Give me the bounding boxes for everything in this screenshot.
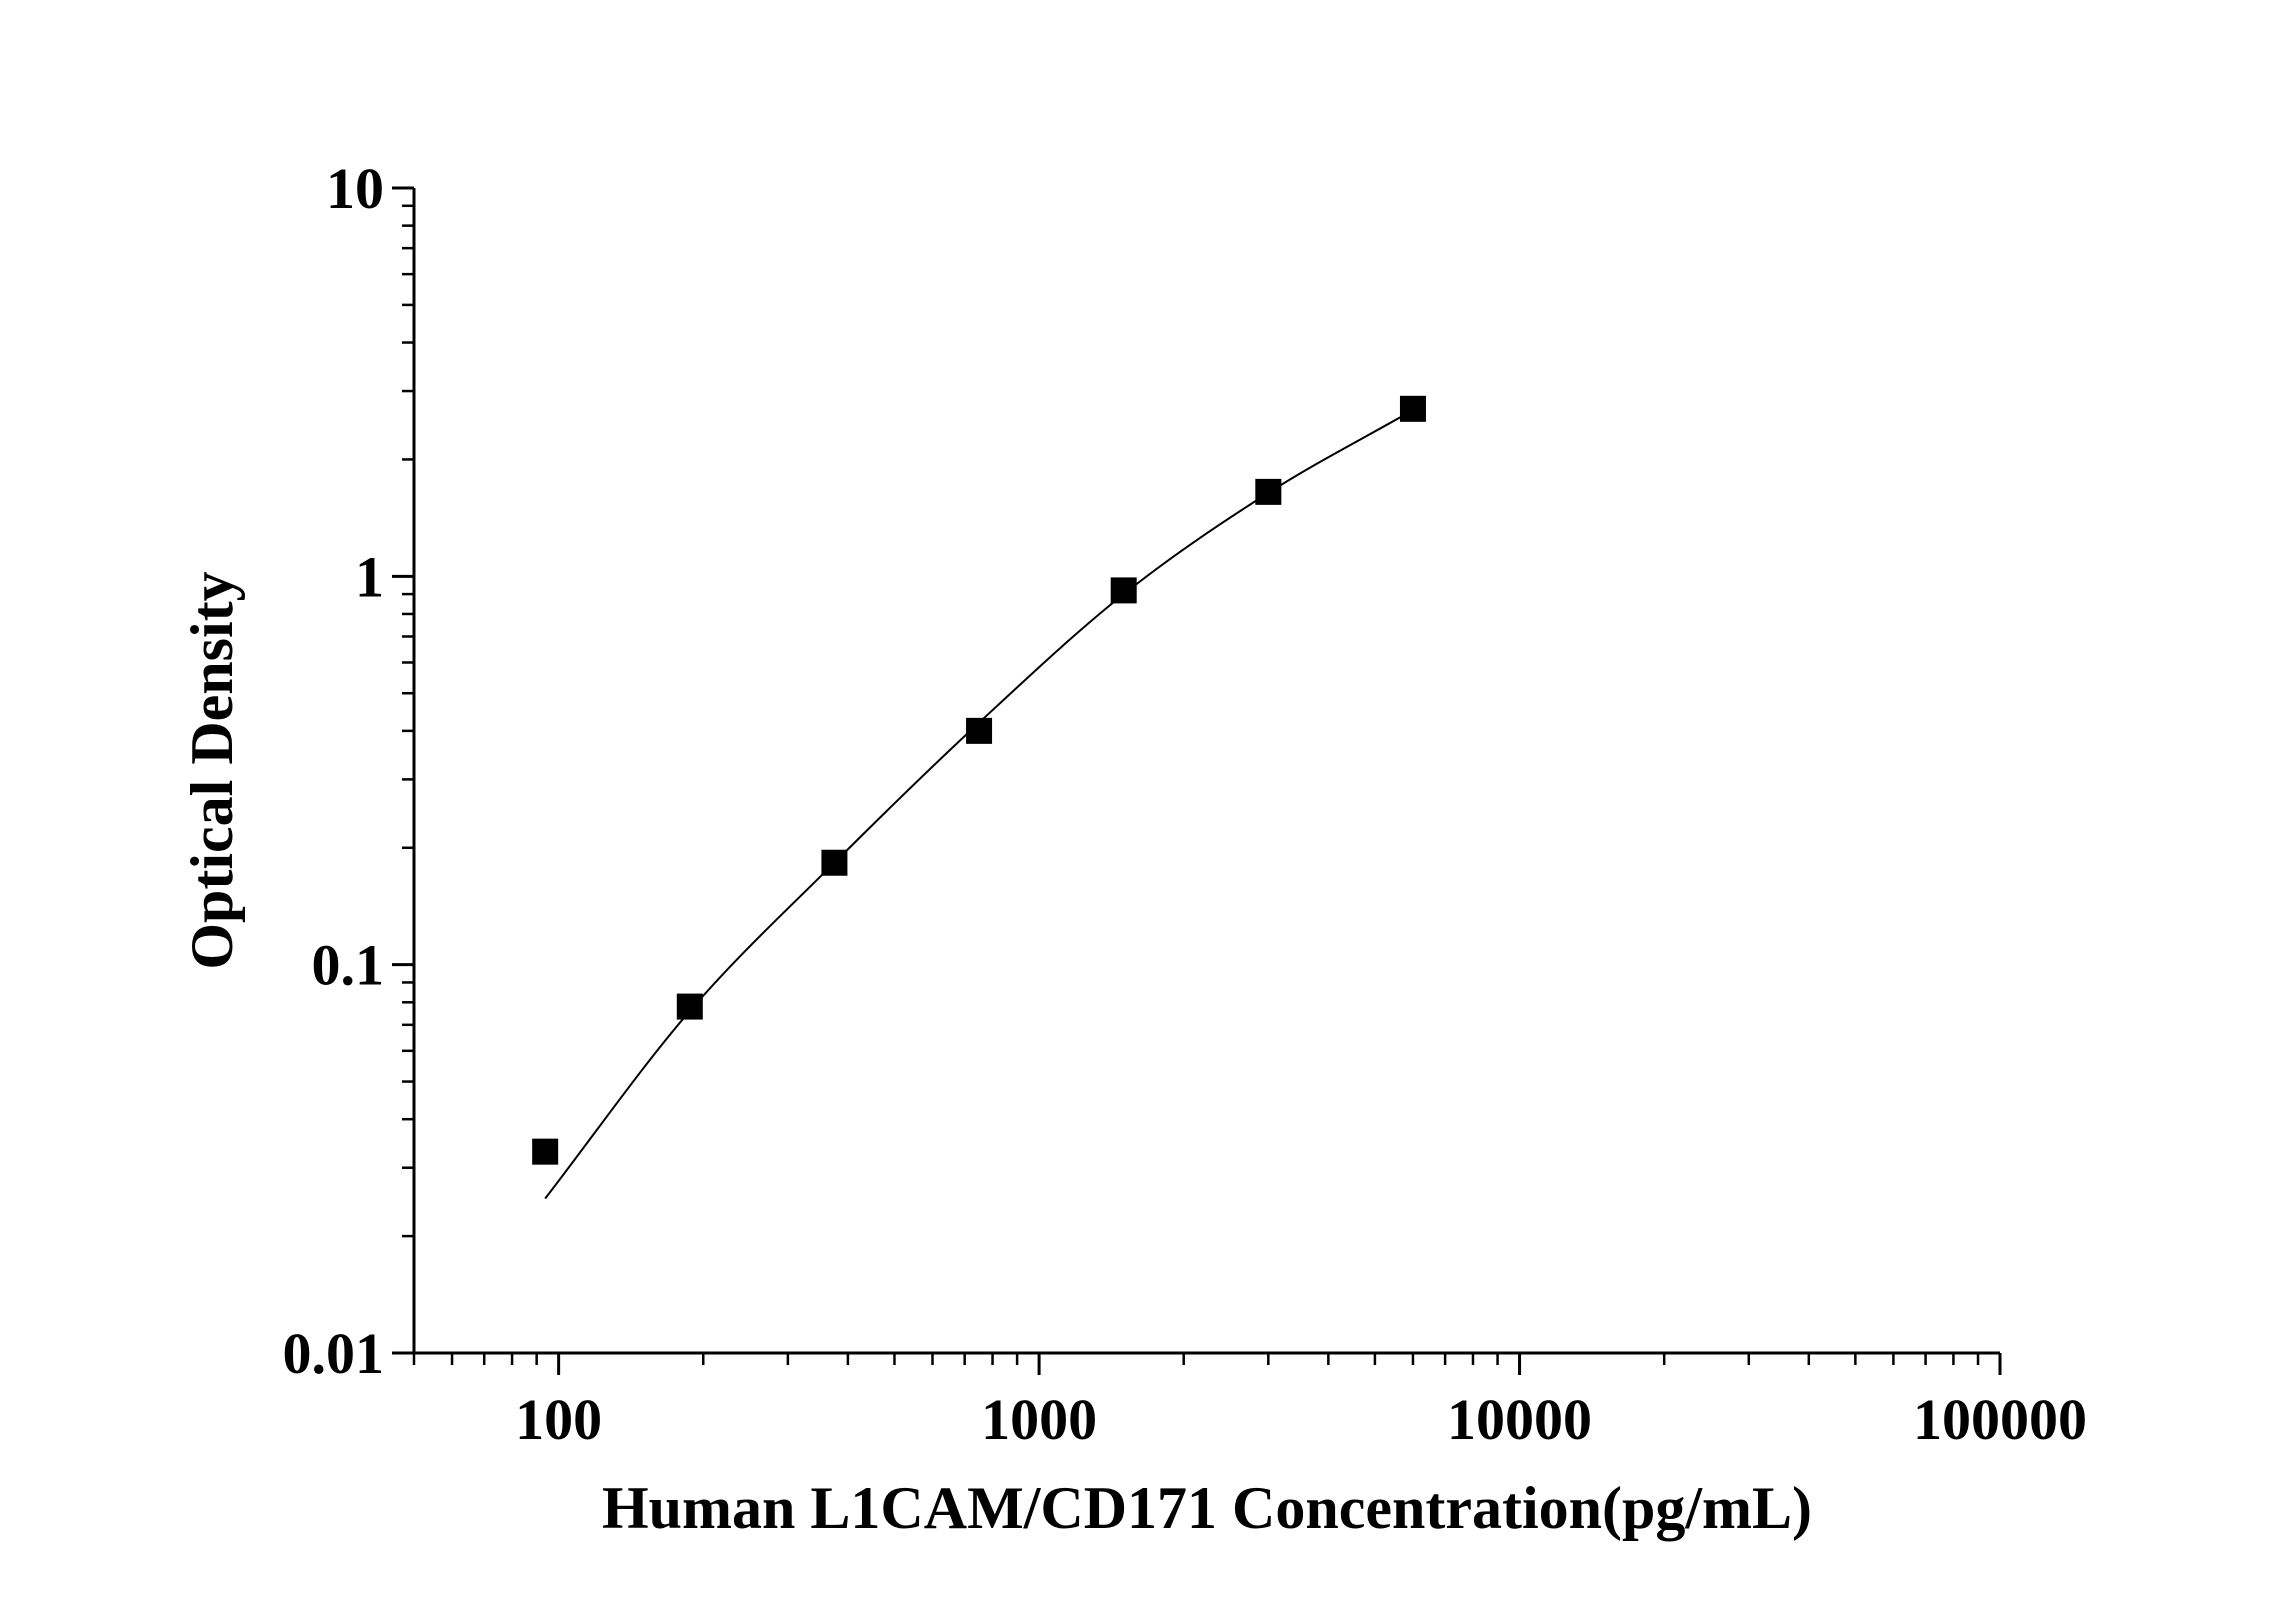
fit-curve-layer <box>544 409 1414 1200</box>
data-point <box>1110 577 1137 604</box>
x-tick-label: 10000 <box>1447 1387 1592 1452</box>
y-tick-label: 0.01 <box>283 1321 385 1386</box>
axis-ticks: 0.01 0.1 1 10 100 1000 10000 100000 <box>283 156 2088 1452</box>
axes <box>412 188 2000 1355</box>
y-tick-label: 1 <box>355 544 384 609</box>
data-point <box>1399 395 1426 422</box>
x-tick-label: 100 <box>515 1387 602 1452</box>
data-point <box>966 717 993 744</box>
x-axis-title: Human L1CAM/CD171 Concentration(pg/mL) <box>602 1475 1812 1541</box>
data-point <box>676 993 703 1020</box>
y-axis-title: Optical Density <box>179 571 245 969</box>
data-point <box>1255 478 1282 505</box>
y-tick-label: 10 <box>326 156 384 221</box>
data-points <box>532 395 1426 1165</box>
x-tick-label: 100000 <box>1913 1387 2087 1452</box>
x-tick-label: 1000 <box>981 1387 1097 1452</box>
fit-curve-line <box>544 409 1414 1200</box>
data-point <box>532 1138 559 1165</box>
data-point <box>821 849 848 876</box>
y-tick-label: 0.1 <box>312 933 385 998</box>
